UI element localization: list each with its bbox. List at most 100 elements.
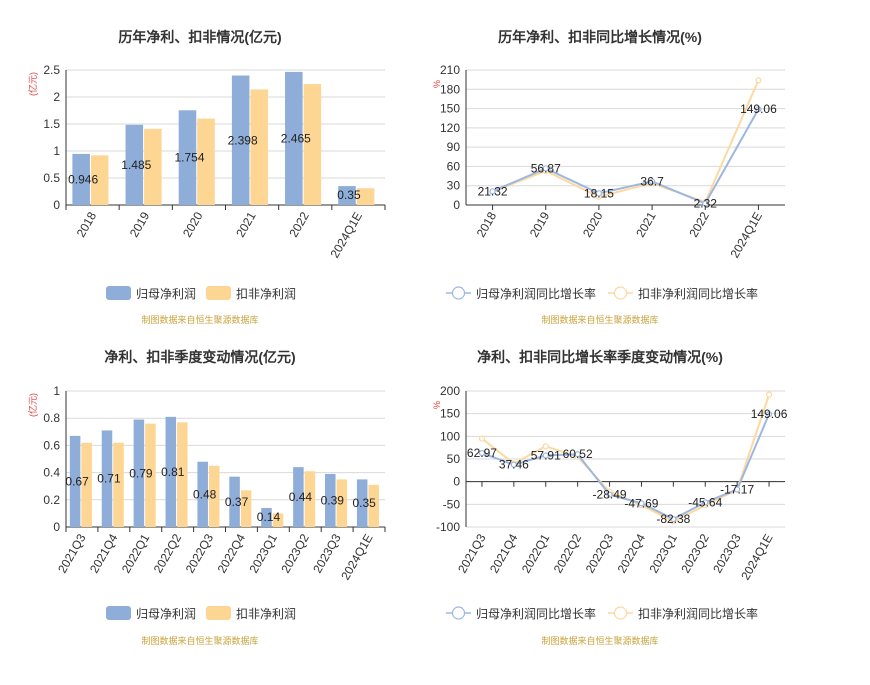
bar-data-label: 0.48 (193, 487, 217, 501)
x-tick-label: 2022Q1 (119, 531, 153, 575)
series-line-deducted-growth (492, 79, 760, 204)
bar-deducted-net-profit (177, 422, 188, 527)
bar-data-label: 0.71 (97, 472, 121, 486)
y-tick-label: 0 (453, 475, 460, 489)
x-tick-label: 2022Q3 (183, 531, 217, 575)
chart-panel-4: 净利、扣非同比增长率季度变动情况(%)% -100 -50 0 50 100 150 200 2… (432, 349, 788, 646)
y-unit-label: % (432, 80, 442, 88)
bar-deducted-net-profit (272, 513, 284, 527)
bar-data-label: 0.39 (321, 493, 345, 507)
line-data-label: 21.32 (478, 184, 508, 198)
series-point (478, 450, 486, 457)
series-point (606, 491, 613, 498)
bar-data-label: 0.35 (337, 188, 361, 202)
legend: 归母净利润 扣非净利润 (106, 606, 296, 621)
legend-marker (613, 606, 628, 620)
x-tick-label: 2022Q4 (615, 531, 649, 575)
x-tick-label: 2022Q4 (215, 531, 249, 575)
bar-data-label: 0.67 (65, 474, 89, 488)
bar-parent-net-profit (72, 153, 90, 205)
bar-parent-net-profit (101, 430, 113, 527)
x-tick-label: 2023Q2 (278, 531, 312, 575)
bar-data-label: 0.44 (289, 490, 313, 504)
x-tick-label: 2021Q4 (487, 531, 521, 575)
bar-parent-net-profit (229, 476, 240, 527)
bar-deducted-net-profit (208, 465, 220, 527)
bar-deducted-net-profit (303, 84, 322, 205)
x-tick-label: 2024Q1E (738, 532, 775, 583)
y-tick-label: 0.8 (43, 411, 60, 425)
y-tick-label: 0.5 (43, 171, 60, 185)
bar-parent-net-profit (133, 419, 145, 527)
series-point (574, 451, 581, 458)
legend: 归母净利润同比增长率 扣非净利润同比增长率 (446, 606, 758, 621)
legend: 归母净利润同比增长率 扣非净利润同比增长率 (446, 286, 758, 301)
bar-data-label: 0.79 (129, 466, 153, 480)
source-note: 制图数据来自恒生聚源数据库 (141, 635, 258, 646)
legend-label: 扣非净利润 (236, 607, 296, 621)
bar-deducted-net-profit (113, 442, 124, 527)
legend-marker (613, 286, 628, 300)
y-unit-label: (亿元) (27, 393, 38, 417)
bar-deducted-net-profit (197, 118, 215, 205)
bar-data-label: 0.35 (353, 496, 377, 510)
y-tick-label: -100 (436, 520, 460, 534)
series-line-parent-growth (492, 108, 760, 205)
series-point (638, 500, 645, 507)
bar-data-label: 2.398 (228, 133, 258, 147)
x-tick-label: 2022Q1 (519, 531, 553, 575)
bar-data-label: 2.465 (281, 131, 311, 145)
x-tick-label: 2021Q3 (455, 531, 489, 575)
bar-deducted-net-profit (250, 89, 268, 205)
line-data-label: 62.97 (467, 446, 497, 460)
x-tick-label: 2021Q4 (87, 531, 121, 575)
bar-data-label: 1.485 (121, 158, 151, 172)
legend-label: 扣非净利润同比增长率 (638, 606, 758, 621)
x-tick-label: 2019 (527, 209, 553, 239)
line-data-label: 149.06 (740, 102, 777, 116)
y-tick-label: 100 (440, 429, 460, 443)
bar-parent-net-profit (125, 124, 144, 205)
bar-parent-net-profit (197, 461, 208, 527)
y-tick-label: 90 (447, 140, 461, 154)
bar-parent-net-profit (178, 110, 197, 205)
chart-panel-2: 历年净利、扣非同比增长情况(%)% 0 30 60 90 120 150 180 210 2018… (432, 29, 785, 325)
series-point (542, 443, 549, 450)
chart-title: 历年净利、扣非情况(亿元) (118, 29, 281, 45)
bar-deducted-net-profit (81, 442, 92, 527)
legend-label: 归母净利润 (136, 607, 196, 621)
series-point (755, 106, 762, 113)
series-point (734, 486, 741, 493)
x-tick-label: 2022Q2 (151, 531, 185, 575)
series-point (542, 165, 549, 172)
y-tick-label: 2 (53, 90, 60, 104)
line-data-label: 37.46 (499, 458, 529, 472)
y-tick-label: 50 (447, 452, 461, 466)
bar-data-label: 1.754 (174, 151, 204, 165)
series-point (542, 452, 549, 459)
line-data-label: 60.52 (563, 447, 593, 461)
bar-deducted-net-profit (144, 128, 162, 205)
x-tick-label: 2018 (474, 209, 500, 239)
bar-parent-net-profit (231, 75, 250, 206)
series-point (478, 435, 486, 442)
bar-deducted-net-profit (145, 423, 156, 527)
line-data-label: 56.87 (531, 161, 561, 175)
legend-swatch-deducted-net-profit (206, 286, 231, 300)
y-tick-label: 120 (440, 121, 460, 135)
x-tick-label: 2022Q3 (583, 531, 617, 575)
series-point (702, 499, 709, 506)
y-tick-label: 2.5 (43, 63, 60, 77)
bar-parent-net-profit (261, 507, 272, 527)
series-point (670, 515, 677, 523)
x-tick-label: 2023Q3 (310, 531, 344, 575)
x-tick-label: 2020 (180, 209, 206, 239)
source-note: 制图数据来自恒生聚源数据库 (541, 314, 658, 325)
x-tick-label: 2024Q1E (328, 210, 365, 261)
x-tick-label: 2024Q1E (338, 532, 375, 583)
bar-parent-net-profit (69, 435, 81, 527)
y-tick-label: 60 (447, 159, 461, 173)
x-tick-label: 2023Q1 (246, 531, 280, 575)
bar-parent-net-profit (356, 479, 368, 527)
legend-label: 归母净利润同比增长率 (476, 606, 596, 621)
